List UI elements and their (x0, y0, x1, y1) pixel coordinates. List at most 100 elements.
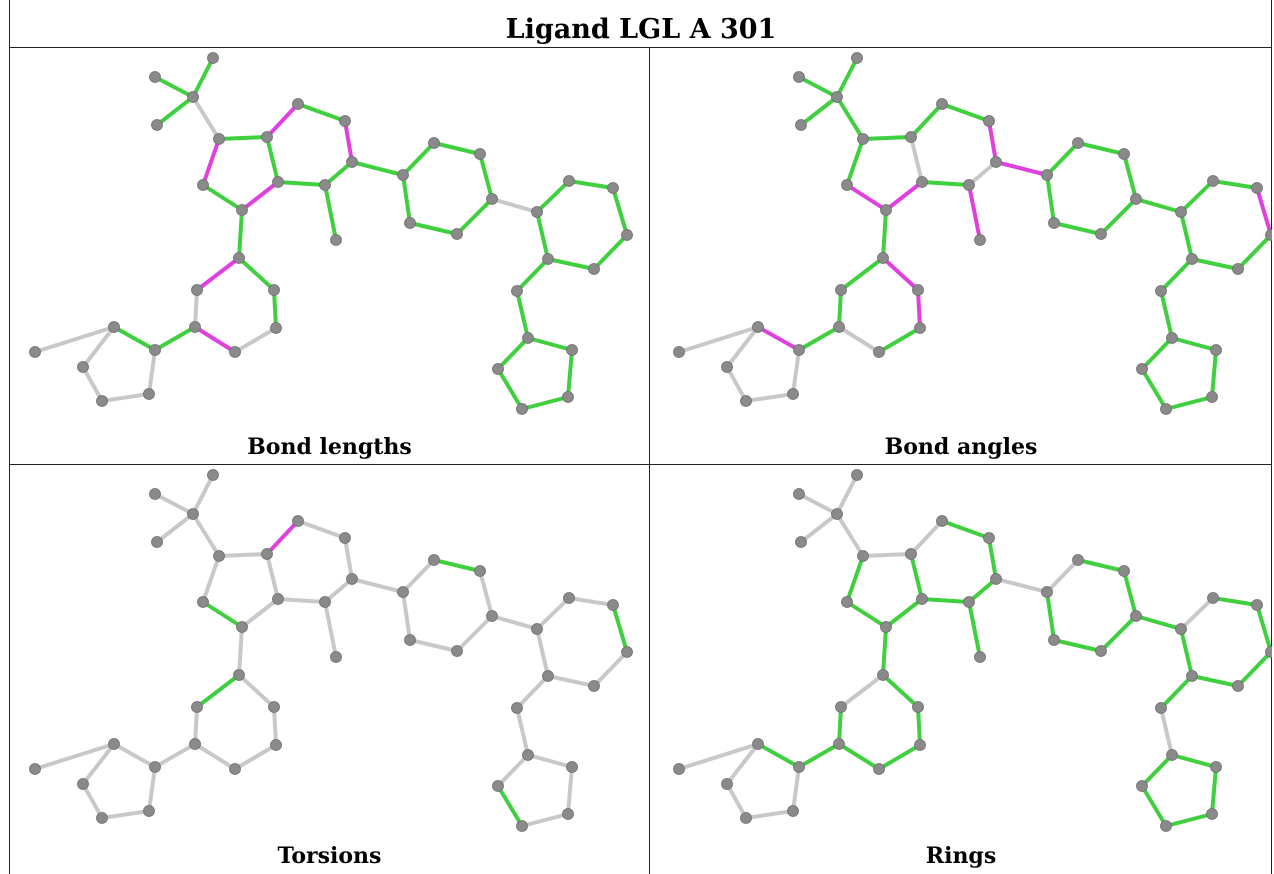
atom (492, 780, 504, 792)
bond-neutral (233, 743, 278, 771)
bond-neutral (276, 597, 327, 604)
bond-outlier (193, 325, 237, 354)
bond-ok (1170, 336, 1218, 352)
panel-bond-lengths: Bond lengths (10, 48, 649, 464)
bond-neutral (791, 765, 801, 813)
bond-ok (546, 257, 596, 271)
atom (912, 284, 924, 296)
atom (236, 621, 248, 633)
atom (983, 115, 995, 127)
bond-ok (1140, 367, 1168, 411)
atom (835, 701, 847, 713)
atom (787, 388, 799, 400)
bond-ok (195, 673, 241, 709)
atom (1265, 646, 1272, 658)
atom (451, 645, 463, 657)
bond-ok (877, 326, 922, 354)
bond-neutral (677, 325, 760, 354)
bond-ok (1045, 173, 1056, 225)
atom (1130, 610, 1142, 622)
bond-ok (592, 233, 629, 271)
bond-ok (201, 183, 244, 212)
atom (835, 284, 847, 296)
panel-caption-bond-angles: Bond angles (884, 434, 1038, 460)
atom (752, 321, 764, 333)
panel-torsions: Torsions (10, 465, 649, 874)
bond-ok (845, 600, 888, 629)
bond-ok (799, 95, 839, 127)
bond-ok (191, 56, 215, 99)
bond-neutral (1045, 558, 1080, 594)
bond-ok (1164, 812, 1214, 828)
atom (187, 508, 199, 520)
atom (563, 175, 575, 187)
bond-neutral (835, 512, 865, 558)
bond-ok (515, 289, 530, 340)
atom (793, 344, 805, 356)
bond-ok (611, 186, 629, 237)
atom (793, 71, 805, 83)
bond-ok (837, 288, 843, 329)
bond-neutral (265, 552, 280, 601)
atom (486, 193, 498, 205)
bond-ok (496, 367, 524, 411)
bond-ok (520, 395, 570, 411)
bond-neutral (909, 135, 924, 184)
bond-ok (496, 336, 530, 371)
atom (1048, 217, 1060, 229)
atom (841, 179, 853, 191)
bond-neutral (100, 392, 151, 403)
atom (851, 469, 863, 481)
atom (236, 204, 248, 216)
bond-neutral (490, 197, 539, 214)
bond-ok (1099, 197, 1138, 236)
atom (197, 179, 209, 191)
bond-neutral (835, 473, 859, 516)
atom (857, 133, 869, 145)
atom (1207, 592, 1219, 604)
bond-outlier (756, 325, 801, 352)
bond-neutral (837, 325, 881, 354)
bond-neutral (323, 577, 354, 604)
atom (270, 322, 282, 334)
molecule-diagram-rings (673, 469, 1272, 832)
atom (1166, 332, 1178, 344)
atom (270, 739, 282, 751)
atom (330, 234, 342, 246)
bond-ok (1122, 569, 1138, 618)
atom (831, 508, 843, 520)
bond-ok (237, 256, 276, 292)
bond-ok (535, 179, 571, 214)
atom (96, 812, 108, 824)
bond-neutral (744, 392, 795, 403)
atom (516, 820, 528, 832)
bond-neutral (861, 552, 913, 558)
atom (740, 812, 752, 824)
bond-ok (526, 336, 574, 352)
bond-ok (1076, 558, 1126, 573)
bond-ok (909, 102, 944, 139)
atom (261, 131, 273, 143)
atom (621, 229, 633, 241)
atom (404, 217, 416, 229)
atom (522, 749, 534, 761)
molecule-diagram-bond-lengths (29, 52, 633, 415)
atom (272, 176, 284, 188)
atom (873, 763, 885, 775)
atom (428, 137, 440, 149)
atom (621, 646, 633, 658)
bond-ok (881, 625, 888, 677)
atom (1206, 391, 1218, 403)
bond-ok (455, 197, 494, 236)
bond-outlier (987, 119, 998, 164)
bond-ok (265, 135, 280, 184)
atom (213, 550, 225, 562)
atom (1155, 702, 1167, 714)
bond-ok (756, 742, 801, 769)
bond-neutral (401, 558, 436, 594)
atom (492, 363, 504, 375)
bond-ok (1210, 765, 1218, 816)
bond-ok (920, 180, 971, 187)
bond-ok (112, 325, 157, 352)
atom (143, 805, 155, 817)
